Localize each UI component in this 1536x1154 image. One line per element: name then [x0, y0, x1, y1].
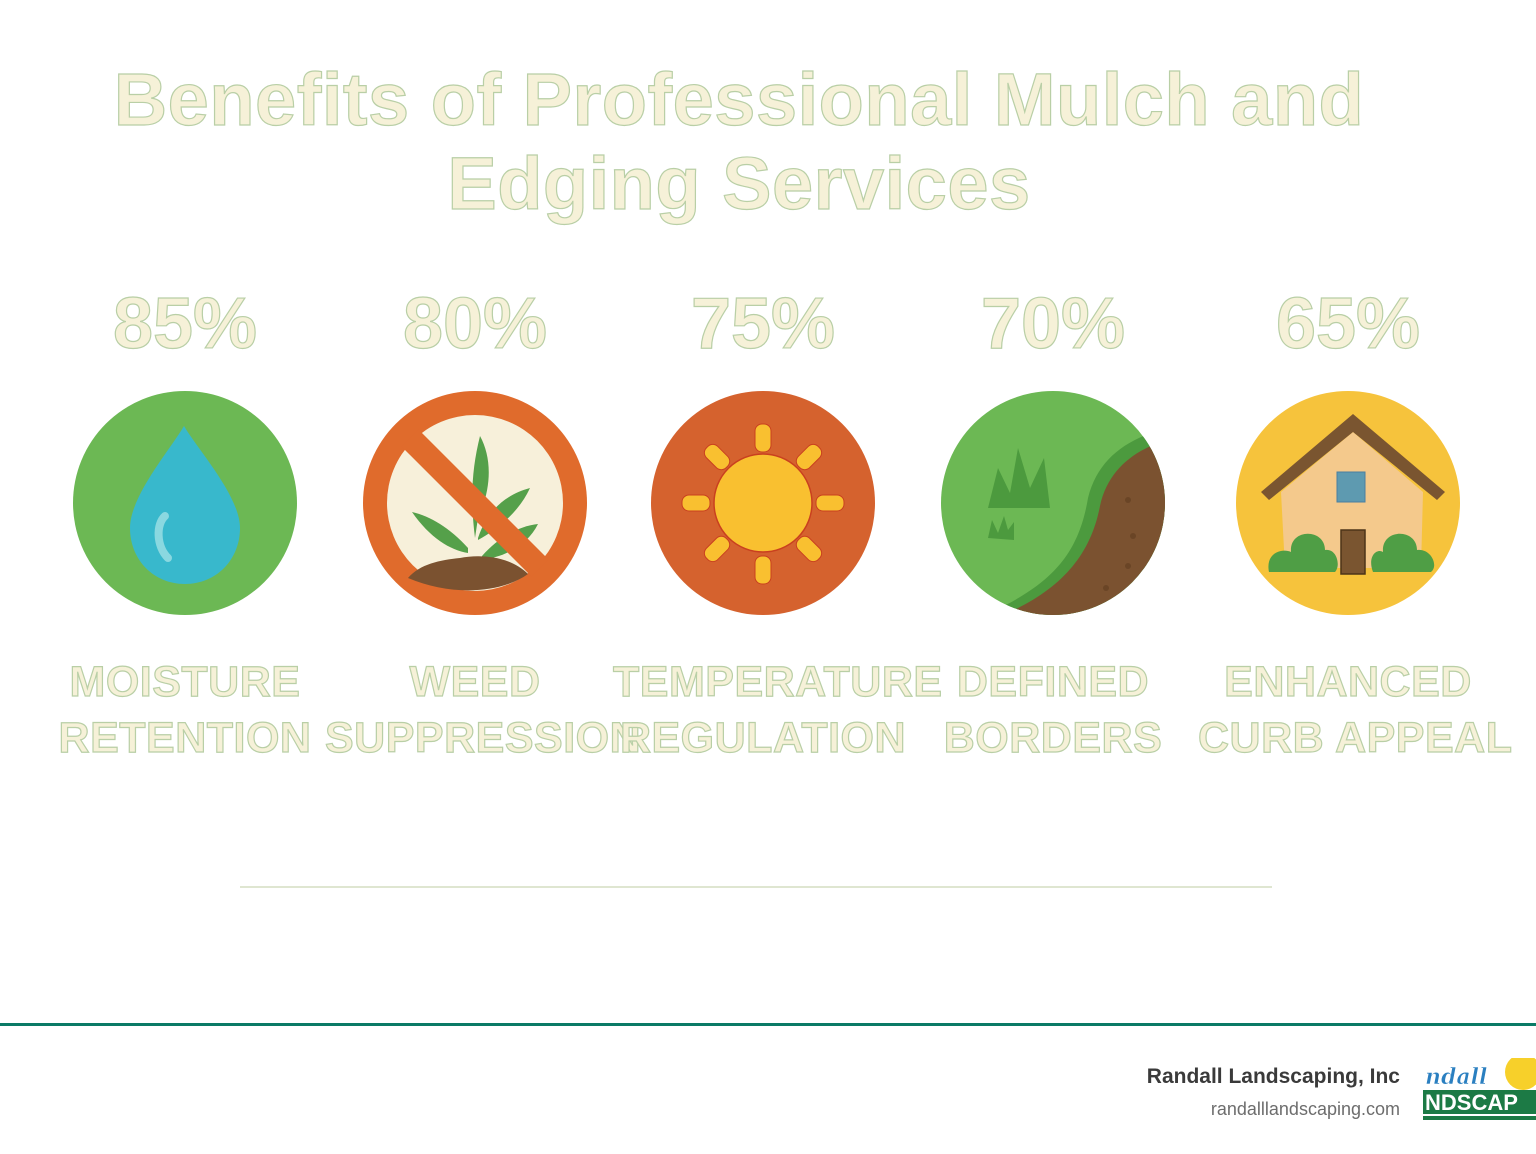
footer: Randall Landscaping, Inc randalllandscap…	[1147, 1062, 1400, 1126]
benefit-percent: 85%	[112, 283, 258, 364]
title-line-2: Edging Services	[447, 141, 1031, 225]
benefit-label: DEFINED BORDERS	[943, 657, 1163, 762]
benefit-percent: 70%	[980, 283, 1126, 364]
company-name: Randall Landscaping, Inc	[1146, 1065, 1400, 1088]
benefit-percent: 80%	[402, 283, 548, 364]
benefit-weed-suppression: 80% WEED SUPPRESSION	[324, 280, 642, 766]
sun-icon	[648, 388, 878, 618]
benefit-label: ENHANCED CURB APPEAL	[1197, 657, 1513, 762]
company-logo: ndall NDSCAP	[1423, 1058, 1536, 1124]
benefit-label: MOISTURE RETENTION	[58, 657, 312, 762]
benefit-moisture-retention: 85% MOISTURE RETENTION	[35, 280, 335, 766]
water-drop-icon	[70, 388, 300, 618]
benefits-row: 85% MOISTURE RETENTION 80%	[0, 280, 1536, 762]
logo-script-text: ndall	[1425, 1064, 1487, 1090]
website-link[interactable]: randalllandscaping.com	[1210, 1099, 1400, 1119]
footer-rule	[0, 1023, 1536, 1026]
benefit-label: TEMPERATURE REGULATION	[612, 657, 943, 762]
benefit-temperature-regulation: 75% TEMPERATURE REGULATION	[612, 280, 943, 766]
benefit-label: WEED SUPPRESSION	[324, 657, 642, 762]
title-line-1: Benefits of Professional Mulch and	[113, 57, 1365, 141]
benefit-enhanced-curb-appeal: 65% ENHANCED CURB APPEAL	[1197, 280, 1513, 766]
section-divider	[240, 886, 1272, 888]
page-title: Benefits of Professional Mulch and Edgin…	[0, 57, 1478, 226]
no-weeds-icon	[360, 388, 590, 618]
benefit-defined-borders: 70% DEFINED BORDE	[903, 280, 1203, 766]
logo-block-text: NDSCAP	[1425, 1090, 1518, 1115]
benefit-percent: 75%	[690, 283, 836, 364]
lawn-edge-icon	[938, 388, 1168, 618]
benefit-percent: 65%	[1275, 283, 1421, 364]
house-icon	[1233, 388, 1463, 618]
